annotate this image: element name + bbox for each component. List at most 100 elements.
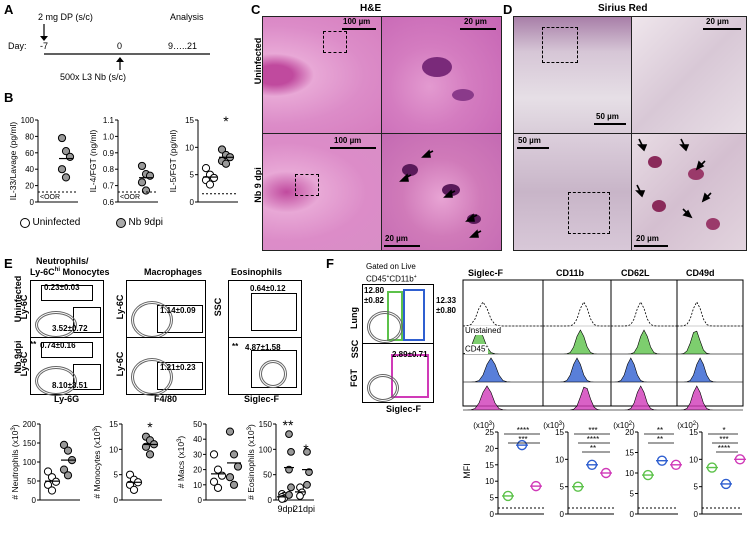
hist-header-cd62l: CD62L <box>621 268 650 278</box>
panel-label-f: F <box>326 256 334 271</box>
y-tick-label: 20 <box>193 466 202 475</box>
y-tick-label: 100 <box>23 458 37 467</box>
facs-lung <box>362 284 434 344</box>
scale-bar <box>342 28 376 30</box>
sb-label: 50 µm <box>596 112 619 121</box>
nucleus-shape <box>452 89 474 101</box>
data-point <box>129 485 139 494</box>
mono-header: Ly-6Chi Monocytes <box>30 267 110 277</box>
facs-mac-nb <box>126 337 206 396</box>
sb-label: 20 µm <box>385 234 408 243</box>
y-tick-label: 5 <box>490 494 495 503</box>
scale-label: (x103) <box>543 421 565 430</box>
y-tick-label: 50 <box>263 471 272 480</box>
hist-header-siglec: Siglec-F <box>468 268 504 278</box>
y-tick-label: 40 <box>25 165 34 174</box>
cytokine-plot: 0 5 10 15 IL-5/FGT (pg/ml) * <box>168 113 238 207</box>
axis-ly6c: Ly-6C <box>19 294 29 320</box>
axis-ly6c: Ly-6C <box>115 294 125 320</box>
label-cd45-text: CD45 <box>465 344 486 354</box>
data-point <box>285 430 293 439</box>
axis-ly6c: Ly-6C <box>115 351 125 377</box>
legend-nb: Nb 9dpi <box>116 217 163 228</box>
gate-value-b: ±0.82 <box>364 296 384 305</box>
gate-value: 1.14±0.09 <box>160 306 196 315</box>
timeline-diagram <box>40 24 210 70</box>
significance-star: * <box>223 113 229 129</box>
nucleus-shape <box>402 164 418 176</box>
y-tick-label: 0 <box>560 510 565 519</box>
count-plot: 0 5 10 15 # Monocytes (x103) * <box>92 419 162 505</box>
data-point <box>137 178 147 187</box>
histogram-fill <box>611 357 677 383</box>
blue-gate <box>403 289 425 341</box>
data-point <box>141 186 151 195</box>
hist-header-cd49d: CD49d <box>686 268 715 278</box>
histogram-fill <box>463 385 543 411</box>
data-point <box>61 147 71 156</box>
significance-star: ** <box>283 417 294 433</box>
gate-value: 12.33 ±0.80 <box>436 296 456 316</box>
count-plot: 0 50 100 150# Eosinophils (x103) 9dpi ** 21dpi… <box>246 417 315 514</box>
y-tick-label: 0 <box>490 510 495 519</box>
data-point <box>205 180 215 189</box>
gating-note: Gated on Live CD45+CD11b+ <box>366 262 417 285</box>
mfi-plot: 0 5 10 15 20(x102) **** <box>613 421 682 519</box>
f-axis-siglec: Siglec-F <box>386 404 422 414</box>
inset-box <box>323 31 347 53</box>
histogram-column <box>676 279 744 411</box>
significance-stars: ** <box>657 426 663 435</box>
stars: ** <box>30 340 37 349</box>
data-point <box>229 450 239 459</box>
y-tick-label: 0.6 <box>103 198 115 207</box>
data-point <box>145 450 155 459</box>
he-title: H&E <box>360 3 382 14</box>
gate-value-b: ±0.80 <box>436 306 456 315</box>
histogram-unstained <box>611 301 677 327</box>
gate <box>41 342 93 358</box>
data-point <box>287 447 295 456</box>
y-tick-label: 20 <box>625 428 634 437</box>
sb-label: 100 µm <box>334 136 362 145</box>
y-tick-label: 0 <box>694 510 699 519</box>
gating-sup: + <box>386 274 390 280</box>
cytokine-plot: 0.6 0.7 0.8 0.9 1.0 1.1 IL-4/FGT (ng/ml) <OOR <box>88 116 158 207</box>
scale-bar <box>384 245 420 247</box>
scale-label: (x102) <box>677 421 699 430</box>
x-category-label: 9dpi <box>277 504 294 514</box>
gating-line1: Gated on Live <box>366 262 416 271</box>
he-arrows <box>399 149 482 238</box>
scale-label: (x102) <box>613 421 635 430</box>
gate-value: 1.21±0.23 <box>160 363 196 372</box>
nucleus-shape <box>422 57 452 77</box>
significance-stars: * <box>722 426 725 435</box>
legend-uninfected-label: Uninfected <box>32 217 81 228</box>
count-plot: 0 10 20 30 40 50 # Macs (x103) <box>176 420 246 505</box>
gate-value: 2.89±0.71 <box>392 350 428 359</box>
panel-label-b: B <box>4 90 14 105</box>
y-tick-label: 5 <box>630 490 635 499</box>
label-cd45-sup: + <box>485 344 489 350</box>
data-point <box>65 152 75 162</box>
y-tick-label: 30 <box>193 450 202 459</box>
scale-bar <box>703 28 741 30</box>
day-minus7: -7 <box>40 41 49 51</box>
gate-value: 0.23±0.03 <box>44 283 80 292</box>
legend-nb-label: Nb 9dpi <box>128 217 163 228</box>
y-tick-label: 100 <box>259 445 273 454</box>
scale-bar <box>460 28 496 30</box>
sirius-arrows <box>635 138 712 219</box>
data-point <box>63 446 73 455</box>
y-tick-label: 15 <box>185 116 194 125</box>
sb-label: 20 µm <box>706 17 729 26</box>
histogram-fill <box>463 357 543 383</box>
cell-shape <box>648 156 662 168</box>
gate-value: 0.74±0.16 <box>40 341 76 350</box>
histogram-frame <box>676 279 744 407</box>
scale-label: (x103) <box>473 421 495 430</box>
gate-value: 3.52±0.72 <box>52 324 88 333</box>
histogram-unstained <box>462 301 543 327</box>
significance-stars: ** <box>657 435 663 444</box>
data-point <box>51 477 61 486</box>
